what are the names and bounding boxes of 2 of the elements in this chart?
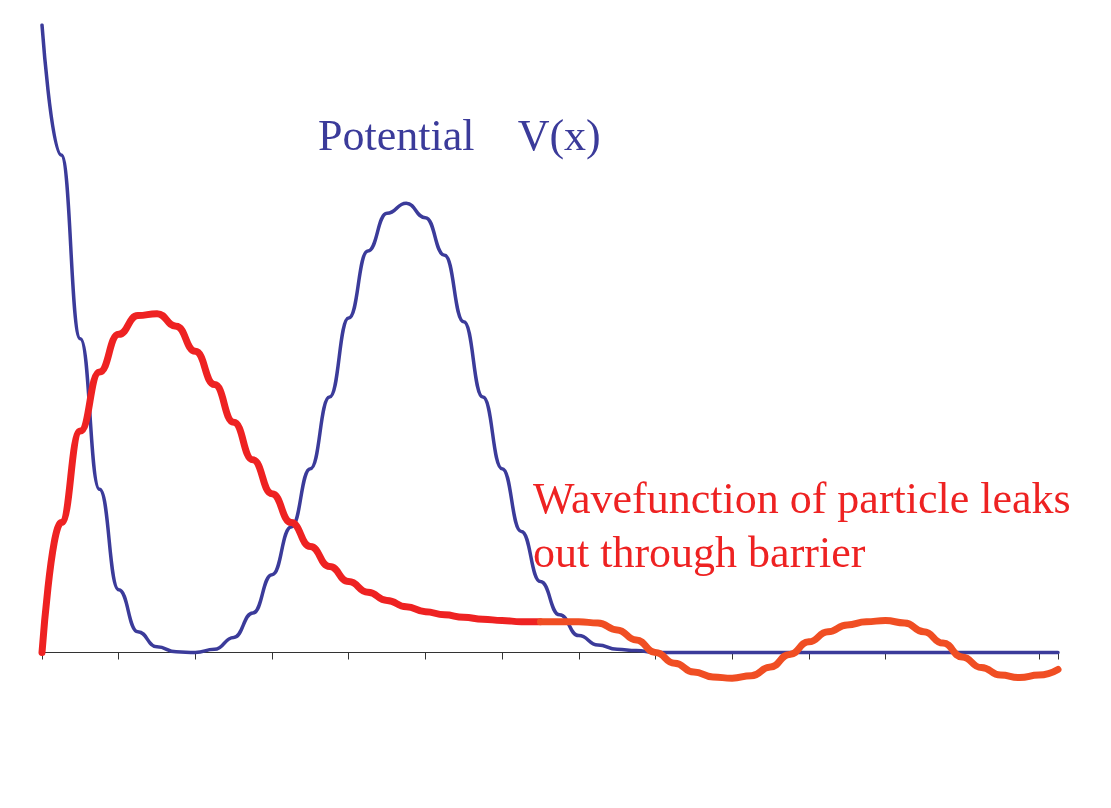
series-label: Wavefunction of particle leaks out through barrier (533, 473, 1082, 577)
series-label: Potential V(x) (318, 110, 601, 160)
